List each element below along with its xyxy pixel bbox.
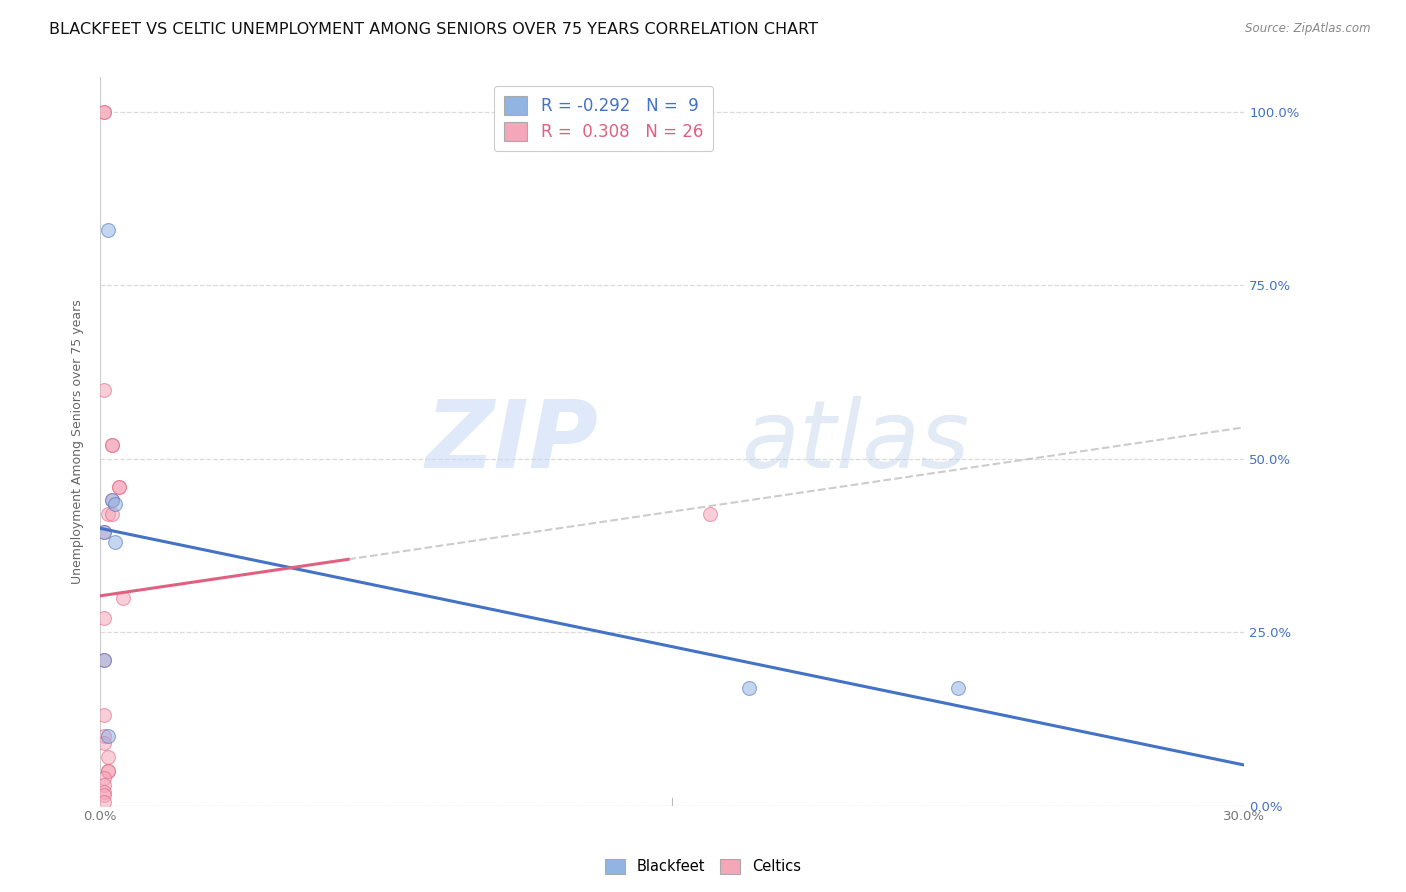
Point: [93, 785, 115, 799]
Point: [97, 764, 120, 778]
Point: [948, 681, 970, 695]
Text: Source: ZipAtlas.com: Source: ZipAtlas.com: [1246, 22, 1371, 36]
Point: [100, 493, 122, 508]
Point: [97, 750, 120, 764]
Point: [108, 480, 131, 494]
Point: [93, 105, 115, 120]
Point: [100, 438, 122, 452]
Point: [100, 508, 122, 522]
Point: [699, 508, 721, 522]
Point: [104, 535, 127, 549]
Point: [93, 383, 115, 397]
Point: [93, 771, 115, 785]
Point: [108, 480, 131, 494]
Point: [93, 708, 115, 723]
Point: [97, 729, 120, 743]
Text: ZIP: ZIP: [425, 395, 598, 488]
Legend: Blackfeet, Celtics: Blackfeet, Celtics: [599, 853, 807, 880]
Point: [93, 795, 115, 809]
Point: [93, 653, 115, 667]
Point: [93, 778, 115, 792]
Point: [97, 223, 120, 237]
Point: [93, 105, 115, 120]
Legend: R = -0.292   N =  9, R =  0.308   N = 26: R = -0.292 N = 9, R = 0.308 N = 26: [494, 86, 713, 151]
Y-axis label: Unemployment Among Seniors over 75 years: Unemployment Among Seniors over 75 years: [72, 299, 84, 584]
Point: [97, 508, 120, 522]
Point: [93, 736, 115, 750]
Point: [93, 729, 115, 743]
Text: BLACKFEET VS CELTIC UNEMPLOYMENT AMONG SENIORS OVER 75 YEARS CORRELATION CHART: BLACKFEET VS CELTIC UNEMPLOYMENT AMONG S…: [49, 22, 818, 37]
Point: [112, 591, 135, 605]
Point: [100, 493, 122, 508]
Text: atlas: atlas: [741, 396, 969, 487]
Point: [93, 611, 115, 625]
Point: [93, 524, 115, 539]
Point: [93, 653, 115, 667]
Point: [97, 764, 120, 778]
Point: [100, 438, 122, 452]
Point: [93, 524, 115, 539]
Point: [737, 681, 759, 695]
Point: [93, 788, 115, 802]
Point: [104, 497, 127, 511]
